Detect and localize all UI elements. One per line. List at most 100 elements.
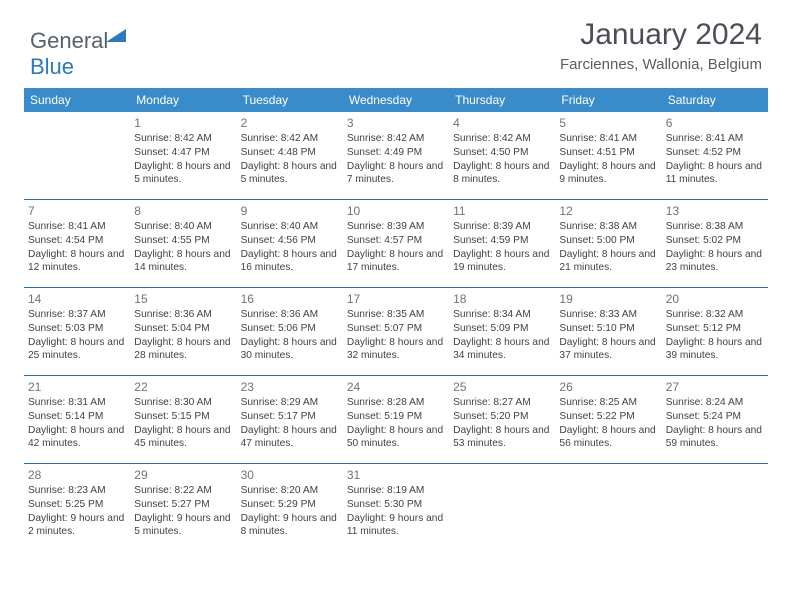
day-number: 25 (453, 379, 551, 395)
daylight-line: Daylight: 8 hours and 39 minutes. (666, 336, 764, 364)
day-number: 26 (559, 379, 657, 395)
day-number: 21 (28, 379, 126, 395)
calendar-cell: 9Sunrise: 8:40 AMSunset: 4:56 PMDaylight… (237, 200, 343, 288)
day-number: 7 (28, 203, 126, 219)
calendar-cell: 20Sunrise: 8:32 AMSunset: 5:12 PMDayligh… (662, 288, 768, 376)
sunset-line: Sunset: 5:15 PM (134, 410, 232, 424)
daylight-line: Daylight: 8 hours and 11 minutes. (666, 160, 764, 188)
day-number: 24 (347, 379, 445, 395)
sunset-line: Sunset: 4:48 PM (241, 146, 339, 160)
sunset-line: Sunset: 4:51 PM (559, 146, 657, 160)
sunrise-line: Sunrise: 8:37 AM (28, 308, 126, 322)
daylight-line: Daylight: 8 hours and 5 minutes. (241, 160, 339, 188)
calendar-cell: 19Sunrise: 8:33 AMSunset: 5:10 PMDayligh… (555, 288, 661, 376)
calendar-cell: 16Sunrise: 8:36 AMSunset: 5:06 PMDayligh… (237, 288, 343, 376)
sunrise-line: Sunrise: 8:28 AM (347, 396, 445, 410)
sunrise-line: Sunrise: 8:42 AM (241, 132, 339, 146)
sunrise-line: Sunrise: 8:30 AM (134, 396, 232, 410)
day-number: 28 (28, 467, 126, 483)
calendar-cell: 12Sunrise: 8:38 AMSunset: 5:00 PMDayligh… (555, 200, 661, 288)
daylight-line: Daylight: 8 hours and 21 minutes. (559, 248, 657, 276)
calendar-cell: 5Sunrise: 8:41 AMSunset: 4:51 PMDaylight… (555, 112, 661, 200)
daylight-line: Daylight: 8 hours and 42 minutes. (28, 424, 126, 452)
sunset-line: Sunset: 5:20 PM (453, 410, 551, 424)
sunset-line: Sunset: 5:17 PM (241, 410, 339, 424)
calendar-cell: 4Sunrise: 8:42 AMSunset: 4:50 PMDaylight… (449, 112, 555, 200)
sunset-line: Sunset: 5:29 PM (241, 498, 339, 512)
daylight-line: Daylight: 9 hours and 5 minutes. (134, 512, 232, 540)
dow-mon: Monday (130, 88, 236, 112)
dow-sat: Saturday (662, 88, 768, 112)
sunset-line: Sunset: 5:06 PM (241, 322, 339, 336)
day-number: 29 (134, 467, 232, 483)
sunrise-line: Sunrise: 8:25 AM (559, 396, 657, 410)
daylight-line: Daylight: 8 hours and 16 minutes. (241, 248, 339, 276)
calendar-week-row: 14Sunrise: 8:37 AMSunset: 5:03 PMDayligh… (24, 288, 768, 376)
dow-header-row: Sunday Monday Tuesday Wednesday Thursday… (24, 88, 768, 112)
calendar-cell: 26Sunrise: 8:25 AMSunset: 5:22 PMDayligh… (555, 376, 661, 464)
calendar-week-row: 21Sunrise: 8:31 AMSunset: 5:14 PMDayligh… (24, 376, 768, 464)
calendar-table: Sunday Monday Tuesday Wednesday Thursday… (24, 88, 768, 551)
dow-thu: Thursday (449, 88, 555, 112)
day-number: 2 (241, 115, 339, 131)
sunset-line: Sunset: 5:02 PM (666, 234, 764, 248)
day-number: 16 (241, 291, 339, 307)
daylight-line: Daylight: 8 hours and 28 minutes. (134, 336, 232, 364)
dow-sun: Sunday (24, 88, 130, 112)
sunset-line: Sunset: 5:24 PM (666, 410, 764, 424)
day-number: 11 (453, 203, 551, 219)
sunrise-line: Sunrise: 8:36 AM (134, 308, 232, 322)
location-subtitle: Farciennes, Wallonia, Belgium (560, 56, 762, 73)
daylight-line: Daylight: 8 hours and 50 minutes. (347, 424, 445, 452)
daylight-line: Daylight: 8 hours and 19 minutes. (453, 248, 551, 276)
sunrise-line: Sunrise: 8:38 AM (666, 220, 764, 234)
daylight-line: Daylight: 8 hours and 37 minutes. (559, 336, 657, 364)
month-title: January 2024 (560, 18, 762, 52)
day-number: 6 (666, 115, 764, 131)
day-number: 4 (453, 115, 551, 131)
calendar-cell: 14Sunrise: 8:37 AMSunset: 5:03 PMDayligh… (24, 288, 130, 376)
day-number: 9 (241, 203, 339, 219)
calendar-cell (662, 464, 768, 552)
sunrise-line: Sunrise: 8:41 AM (559, 132, 657, 146)
day-number: 30 (241, 467, 339, 483)
day-number: 20 (666, 291, 764, 307)
calendar-cell (449, 464, 555, 552)
day-number: 5 (559, 115, 657, 131)
sunrise-line: Sunrise: 8:35 AM (347, 308, 445, 322)
calendar-cell: 24Sunrise: 8:28 AMSunset: 5:19 PMDayligh… (343, 376, 449, 464)
calendar-week-row: 7Sunrise: 8:41 AMSunset: 4:54 PMDaylight… (24, 200, 768, 288)
day-number: 18 (453, 291, 551, 307)
calendar-cell: 13Sunrise: 8:38 AMSunset: 5:02 PMDayligh… (662, 200, 768, 288)
daylight-line: Daylight: 8 hours and 7 minutes. (347, 160, 445, 188)
sunset-line: Sunset: 5:10 PM (559, 322, 657, 336)
day-number: 14 (28, 291, 126, 307)
sunset-line: Sunset: 4:47 PM (134, 146, 232, 160)
sunrise-line: Sunrise: 8:39 AM (347, 220, 445, 234)
logo-text-2: Blue (30, 54, 74, 79)
brand-logo: General Blue (30, 22, 126, 80)
calendar-cell: 6Sunrise: 8:41 AMSunset: 4:52 PMDaylight… (662, 112, 768, 200)
sunset-line: Sunset: 5:25 PM (28, 498, 126, 512)
sunrise-line: Sunrise: 8:36 AM (241, 308, 339, 322)
calendar-week-row: 1Sunrise: 8:42 AMSunset: 4:47 PMDaylight… (24, 112, 768, 200)
calendar-cell: 23Sunrise: 8:29 AMSunset: 5:17 PMDayligh… (237, 376, 343, 464)
daylight-line: Daylight: 8 hours and 30 minutes. (241, 336, 339, 364)
calendar-cell (24, 112, 130, 200)
logo-text-1: General (30, 28, 108, 53)
day-number: 12 (559, 203, 657, 219)
sunrise-line: Sunrise: 8:42 AM (453, 132, 551, 146)
sunrise-line: Sunrise: 8:19 AM (347, 484, 445, 498)
daylight-line: Daylight: 9 hours and 11 minutes. (347, 512, 445, 540)
calendar-cell: 28Sunrise: 8:23 AMSunset: 5:25 PMDayligh… (24, 464, 130, 552)
calendar-cell: 25Sunrise: 8:27 AMSunset: 5:20 PMDayligh… (449, 376, 555, 464)
calendar-cell: 18Sunrise: 8:34 AMSunset: 5:09 PMDayligh… (449, 288, 555, 376)
day-number: 17 (347, 291, 445, 307)
calendar-cell: 7Sunrise: 8:41 AMSunset: 4:54 PMDaylight… (24, 200, 130, 288)
calendar-cell: 3Sunrise: 8:42 AMSunset: 4:49 PMDaylight… (343, 112, 449, 200)
day-number: 23 (241, 379, 339, 395)
sunset-line: Sunset: 5:00 PM (559, 234, 657, 248)
day-number: 3 (347, 115, 445, 131)
sunset-line: Sunset: 5:12 PM (666, 322, 764, 336)
daylight-line: Daylight: 9 hours and 8 minutes. (241, 512, 339, 540)
